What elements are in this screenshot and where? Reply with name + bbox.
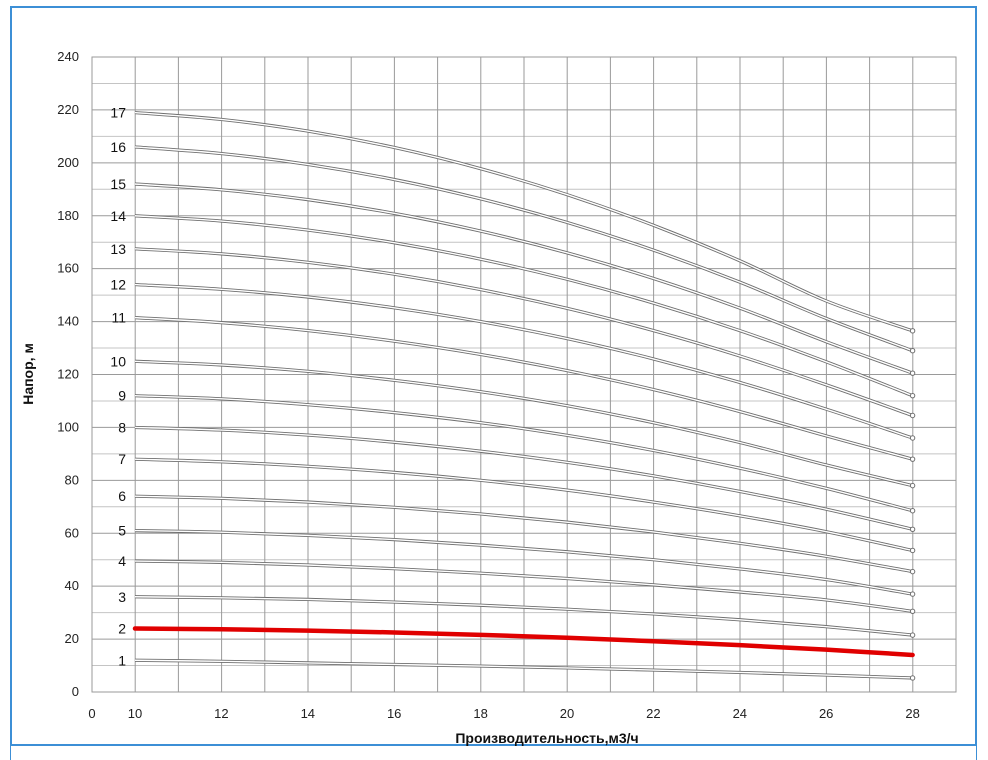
- curve-endpoint: [909, 591, 916, 597]
- curve-label-13: 13: [110, 241, 126, 257]
- curve-endpoint: [909, 675, 916, 681]
- x-tick-label: 16: [387, 706, 401, 721]
- curve-label-1: 1: [118, 652, 126, 668]
- curve-6: [134, 495, 913, 573]
- x-tick-label: 12: [214, 706, 228, 721]
- curve-14: [134, 215, 913, 397]
- y-tick-label: 100: [57, 419, 79, 434]
- x-axis-title: Производительность,м3/ч: [455, 730, 638, 746]
- curve-endpoint: [909, 412, 916, 419]
- x-tick-label: 22: [646, 706, 660, 721]
- y-tick-label: 20: [65, 631, 79, 646]
- x-tick-label: 0: [88, 706, 95, 721]
- curve-12: [134, 283, 913, 439]
- curve-17: [134, 111, 913, 332]
- curve-endpoint: [909, 482, 916, 489]
- curve-8: [134, 426, 913, 530]
- y-tick-labels: 0 20 40 60 80 100 120 140 160 180 200 220 240: [57, 49, 79, 699]
- x-tick-label: 18: [473, 706, 487, 721]
- curve-endpoint: [909, 632, 916, 638]
- curve-endpoint: [909, 547, 916, 554]
- curve-label-15: 15: [110, 176, 126, 192]
- curve-15: [134, 183, 913, 374]
- curve-16: [134, 146, 913, 352]
- curve-1: [134, 659, 913, 679]
- curve-label-12: 12: [110, 277, 126, 293]
- curve-label-8: 8: [118, 419, 126, 435]
- curve-label-6: 6: [118, 488, 126, 504]
- x-tick-label: 28: [905, 706, 919, 721]
- y-tick-label: 0: [72, 684, 79, 699]
- curve-endpoint: [909, 370, 916, 376]
- y-tick-label: 120: [57, 367, 79, 382]
- curve-label-7: 7: [118, 451, 126, 467]
- curve-endpoint: [909, 568, 916, 575]
- y-tick-label: 60: [65, 525, 79, 540]
- curve-3: [134, 596, 913, 636]
- curve-label-14: 14: [110, 208, 126, 224]
- page-bottom-strip: [10, 746, 977, 760]
- grid: [91, 56, 957, 693]
- curve-label-2: 2: [118, 621, 126, 637]
- curve-label-3: 3: [118, 589, 126, 605]
- curves: [132, 110, 916, 681]
- curve-endpoint: [909, 608, 916, 615]
- x-tick-label: 14: [301, 706, 315, 721]
- curve-endpoint: [909, 508, 916, 514]
- curve-endpoint: [909, 456, 916, 462]
- x-tick-label: 20: [560, 706, 574, 721]
- curve-label-5: 5: [118, 523, 126, 539]
- y-axis-title: Напор, м: [20, 343, 36, 405]
- curve-label-10: 10: [110, 353, 126, 369]
- curve-endpoint: [909, 435, 916, 441]
- curve-11: [134, 316, 913, 460]
- y-tick-label: 220: [57, 102, 79, 117]
- curve-5: [134, 529, 913, 595]
- curve-9: [134, 394, 913, 512]
- curve-endpoint: [909, 526, 916, 532]
- y-tick-label: 160: [57, 261, 79, 276]
- curve-endpoint: [909, 392, 916, 399]
- y-tick-label: 80: [65, 472, 79, 487]
- curve-endpoint: [909, 347, 916, 354]
- y-tick-label: 240: [57, 49, 79, 64]
- x-tick-label: 24: [733, 706, 747, 721]
- y-tick-label: 180: [57, 208, 79, 223]
- y-tick-label: 200: [57, 155, 79, 170]
- curve-4: [134, 560, 913, 612]
- y-tick-label: 140: [57, 314, 79, 329]
- curve-label-11: 11: [111, 310, 126, 326]
- curve-13: [134, 248, 913, 417]
- curve-endpoint: [909, 328, 916, 334]
- curve-7: [134, 458, 913, 552]
- x-tick-label: 26: [819, 706, 833, 721]
- x-tick-labels: 0 10 12 14 16 18 20 22 24 26 28: [88, 706, 919, 721]
- x-tick-label: 10: [128, 706, 142, 721]
- y-tick-label: 40: [65, 578, 79, 593]
- curve-2: [132, 626, 915, 658]
- curve-label-17: 17: [110, 105, 126, 121]
- curve-10: [134, 360, 913, 487]
- curve-label-16: 16: [110, 139, 126, 155]
- curve-label-4: 4: [118, 553, 126, 569]
- curve-label-9: 9: [118, 388, 126, 404]
